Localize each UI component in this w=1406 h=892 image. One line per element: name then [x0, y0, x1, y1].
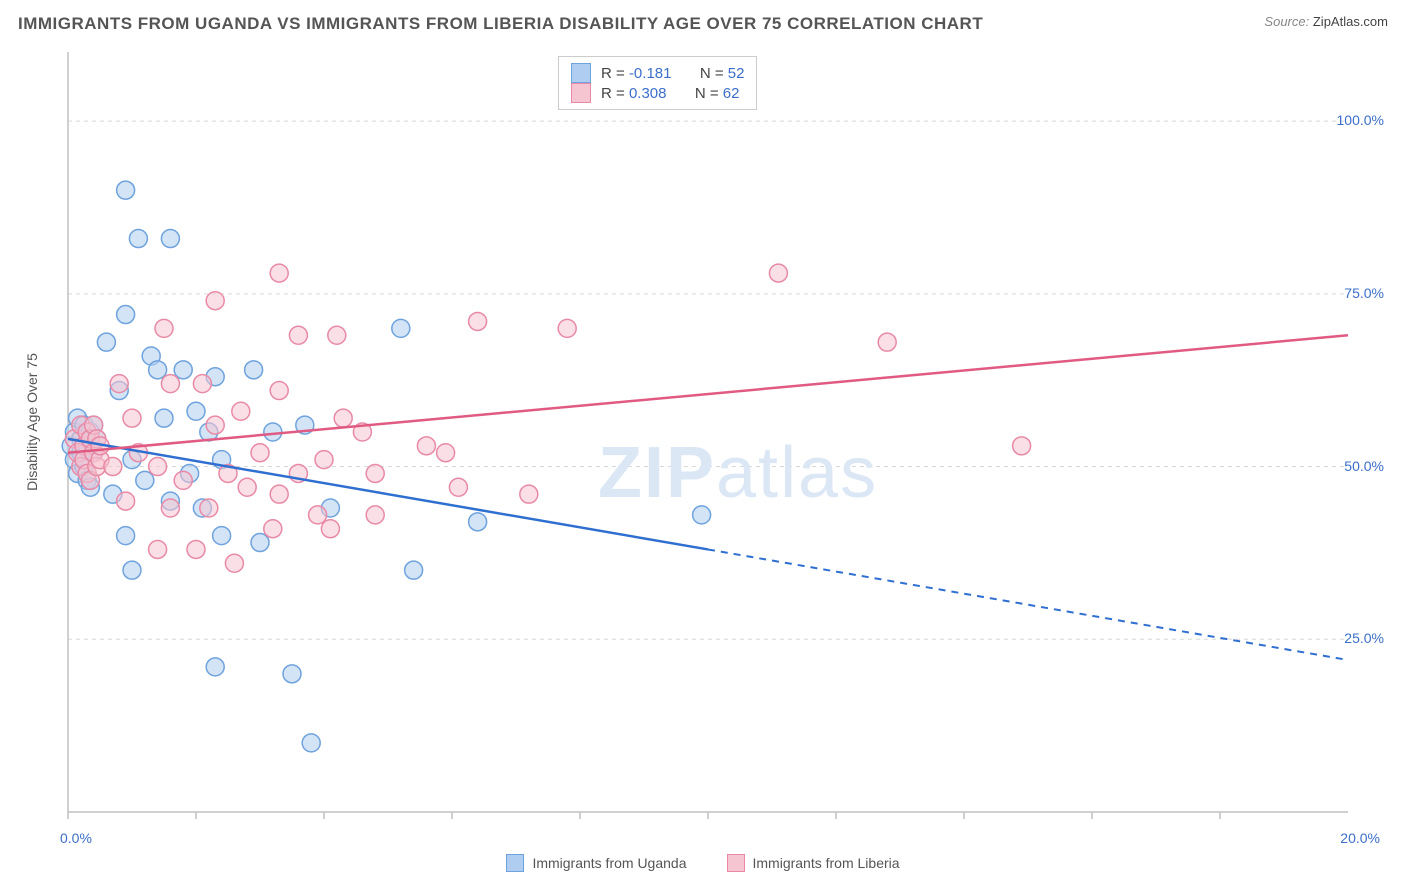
y-axis-label: Disability Age Over 75 [24, 353, 40, 491]
scatter-plot-svg [18, 42, 1388, 872]
chart-area: Disability Age Over 75 ZIPatlas R = -0.1… [18, 42, 1388, 872]
legend-swatch-uganda [506, 854, 524, 872]
legend-swatch-liberia [727, 854, 745, 872]
y-tick-50: 50.0% [1344, 458, 1384, 474]
source-value: ZipAtlas.com [1313, 14, 1388, 29]
chart-container: IMMIGRANTS FROM UGANDA VS IMMIGRANTS FRO… [0, 0, 1406, 892]
y-tick-25: 25.0% [1344, 630, 1384, 646]
x-tick-20: 20.0% [1340, 830, 1380, 846]
legend-item-uganda: Immigrants from Uganda [506, 854, 686, 872]
x-tick-0: 0.0% [60, 830, 92, 846]
header-row: IMMIGRANTS FROM UGANDA VS IMMIGRANTS FRO… [18, 14, 1388, 34]
legend-label-uganda: Immigrants from Uganda [532, 855, 686, 871]
legend-item-liberia: Immigrants from Liberia [727, 854, 900, 872]
stats-row-liberia: R = 0.308 N = 62 [571, 83, 744, 103]
swatch-liberia [571, 83, 591, 103]
legend-label-liberia: Immigrants from Liberia [753, 855, 900, 871]
r-stat-liberia: R = 0.308 [601, 85, 666, 102]
n-stat-uganda: N = 52 [700, 65, 745, 82]
swatch-uganda [571, 63, 591, 83]
n-stat-liberia: N = 62 [695, 85, 740, 102]
source-attribution: Source: ZipAtlas.com [1264, 14, 1388, 29]
r-stat-uganda: R = -0.181 [601, 65, 671, 82]
source-label: Source: [1264, 14, 1309, 29]
stats-row-uganda: R = -0.181 N = 52 [571, 63, 744, 83]
correlation-stats-box: R = -0.181 N = 52 R = 0.308 N = 62 [558, 56, 757, 110]
y-tick-100: 100.0% [1337, 112, 1384, 128]
y-tick-75: 75.0% [1344, 285, 1384, 301]
chart-title: IMMIGRANTS FROM UGANDA VS IMMIGRANTS FRO… [18, 14, 983, 34]
legend-bottom: Immigrants from Uganda Immigrants from L… [18, 854, 1388, 872]
